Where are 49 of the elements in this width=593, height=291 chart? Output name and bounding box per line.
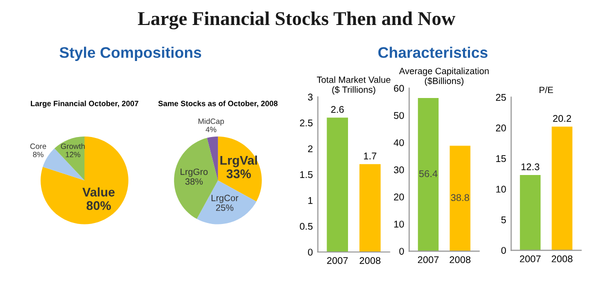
chart-title: Average Capitalization ($Billions) <box>399 68 489 86</box>
y-tick-label: 1.5 <box>300 171 313 178</box>
data-label: 33% <box>226 169 251 178</box>
pie-slice <box>42 148 85 180</box>
y-tick-label: 25 <box>496 94 506 101</box>
data-label: 2.6 <box>331 106 344 113</box>
slice-label: LrgCor <box>212 194 238 203</box>
chart-title: P/E <box>540 86 554 94</box>
x-tick-label: 2007 <box>418 256 439 264</box>
slice-label: LrgGro <box>180 168 208 177</box>
y-tick-label: 2.5 <box>300 119 313 126</box>
slice-label: Value <box>82 187 115 197</box>
text: Style Compositions <box>60 46 202 61</box>
y-tick-label: 2 <box>308 145 312 152</box>
pie-slice <box>54 136 85 180</box>
y-tick-label: 30 <box>394 166 404 174</box>
y-tick-label: 15 <box>496 155 506 162</box>
chart-title: Total Market Value ($ Trillions) <box>316 76 390 95</box>
data-label: 38% <box>185 178 203 185</box>
y-tick-label: 10 <box>496 186 506 193</box>
pie-slice <box>207 136 218 180</box>
text: Characteristics <box>378 46 488 58</box>
y-tick-label: 5 <box>501 216 506 224</box>
y-tick-label: 0 <box>308 248 313 256</box>
data-label: 12.3 <box>522 163 540 170</box>
y-tick-label: 3 <box>308 94 313 101</box>
data-label: 1.7 <box>364 152 376 160</box>
data-label: 80% <box>86 201 111 210</box>
x-tick-label: 2008 <box>552 255 572 262</box>
x-tick-label: 2008 <box>360 257 380 264</box>
y-tick-label: 0.5 <box>300 222 313 230</box>
x-tick-label: 2007 <box>520 255 541 262</box>
data-label: 25% <box>216 204 234 211</box>
y-tick-label: 40 <box>394 139 404 146</box>
y-tick-label: 60 <box>394 84 404 92</box>
text: Large Financial Stocks Then and Now <box>138 11 456 30</box>
y-tick-label: 50 <box>394 112 404 119</box>
y-tick-label: 20 <box>496 124 506 132</box>
slice-label: LrgVal <box>220 156 257 168</box>
x-tick-label: 2007 <box>327 257 348 264</box>
data-label: 38.8 <box>450 194 470 202</box>
data-label: 20.2 <box>553 115 572 122</box>
y-tick-label: 10 <box>394 220 404 228</box>
y-tick-label: 20 <box>394 194 404 200</box>
y-tick-label: 0 <box>399 248 404 255</box>
data-label: 56.4 <box>419 170 438 178</box>
y-tick-label: 0 <box>501 246 506 254</box>
y-tick-label: 1 <box>308 197 313 204</box>
x-tick-label: 2008 <box>450 256 470 264</box>
